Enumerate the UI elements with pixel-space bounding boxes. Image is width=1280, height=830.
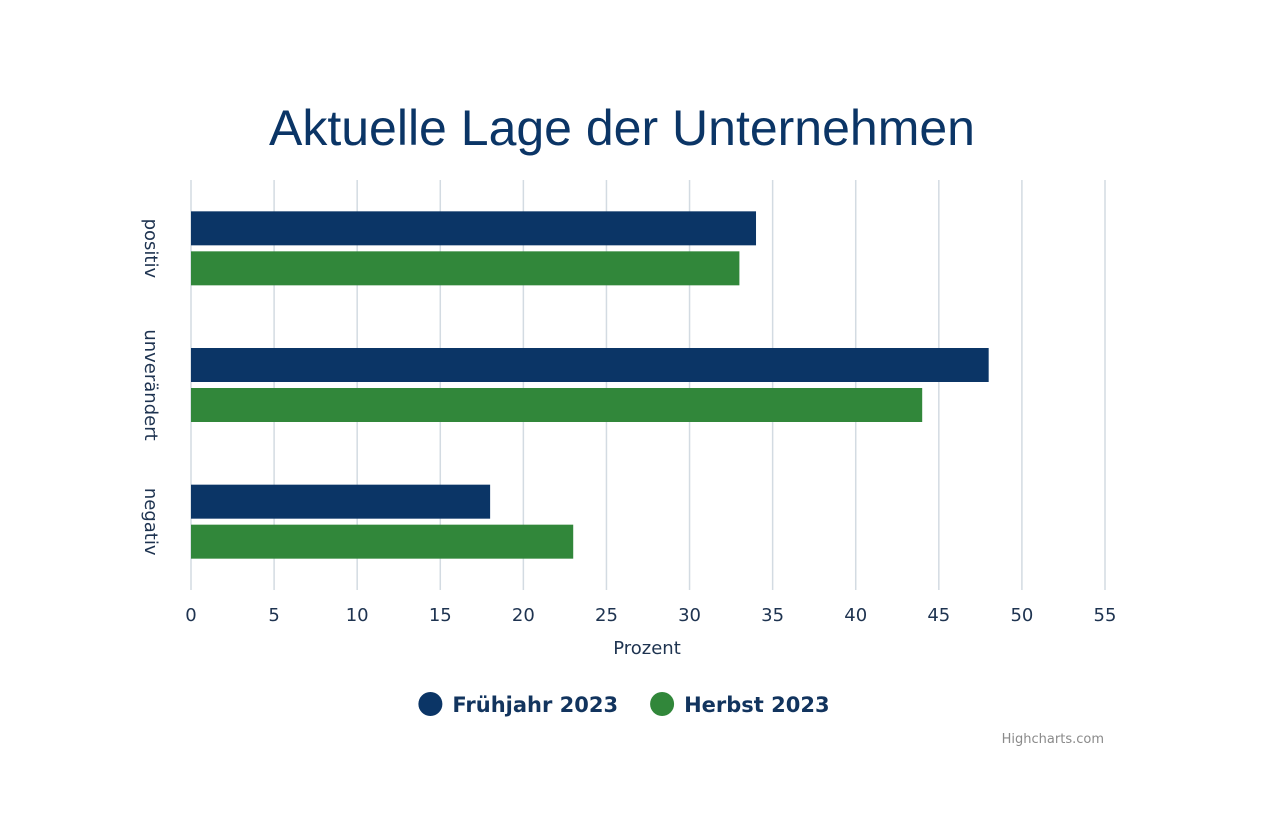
bars [191,211,989,559]
x-tick-label: 55 [1094,605,1117,626]
category-label: positiv [140,219,161,279]
chart-title: Aktuelle Lage der Unternehmen [269,100,975,156]
legend-item[interactable]: Herbst 2023 [650,692,830,717]
bar[interactable] [191,484,491,519]
category-label: negativ [140,488,161,556]
x-tick-label: 5 [268,605,279,626]
bar[interactable] [191,211,757,246]
legend: Frühjahr 2023 Herbst 2023 [418,692,830,717]
bar[interactable] [191,251,740,286]
category-label: unverändert [140,329,161,440]
legend-label[interactable]: Frühjahr 2023 [452,693,618,717]
x-axis-title: Prozent [613,638,681,659]
x-tick-label: 0 [185,605,196,626]
legend-marker [650,692,675,716]
x-tick-label: 40 [844,605,867,626]
x-tick-label: 45 [927,605,950,626]
legend-item[interactable]: Frühjahr 2023 [418,692,618,717]
grid-lines [190,180,1106,590]
x-tick-label: 35 [761,605,784,626]
x-axis-ticks: 0 5 10 15 20 25 30 35 40 45 50 55 [185,605,1116,626]
legend-label[interactable]: Herbst 2023 [684,693,830,717]
x-tick-label: 15 [429,605,452,626]
bar[interactable] [191,524,574,559]
bar[interactable] [191,388,923,422]
credits-link[interactable]: Highcharts.com [1002,732,1104,747]
bar[interactable] [191,348,989,382]
x-tick-label: 50 [1010,605,1033,626]
x-tick-label: 10 [346,605,369,626]
x-tick-label: 25 [595,605,618,626]
legend-marker [418,692,443,716]
category-labels: positiv unverändert negativ [140,219,161,556]
x-tick-label: 20 [512,605,535,626]
x-tick-label: 30 [678,605,701,626]
